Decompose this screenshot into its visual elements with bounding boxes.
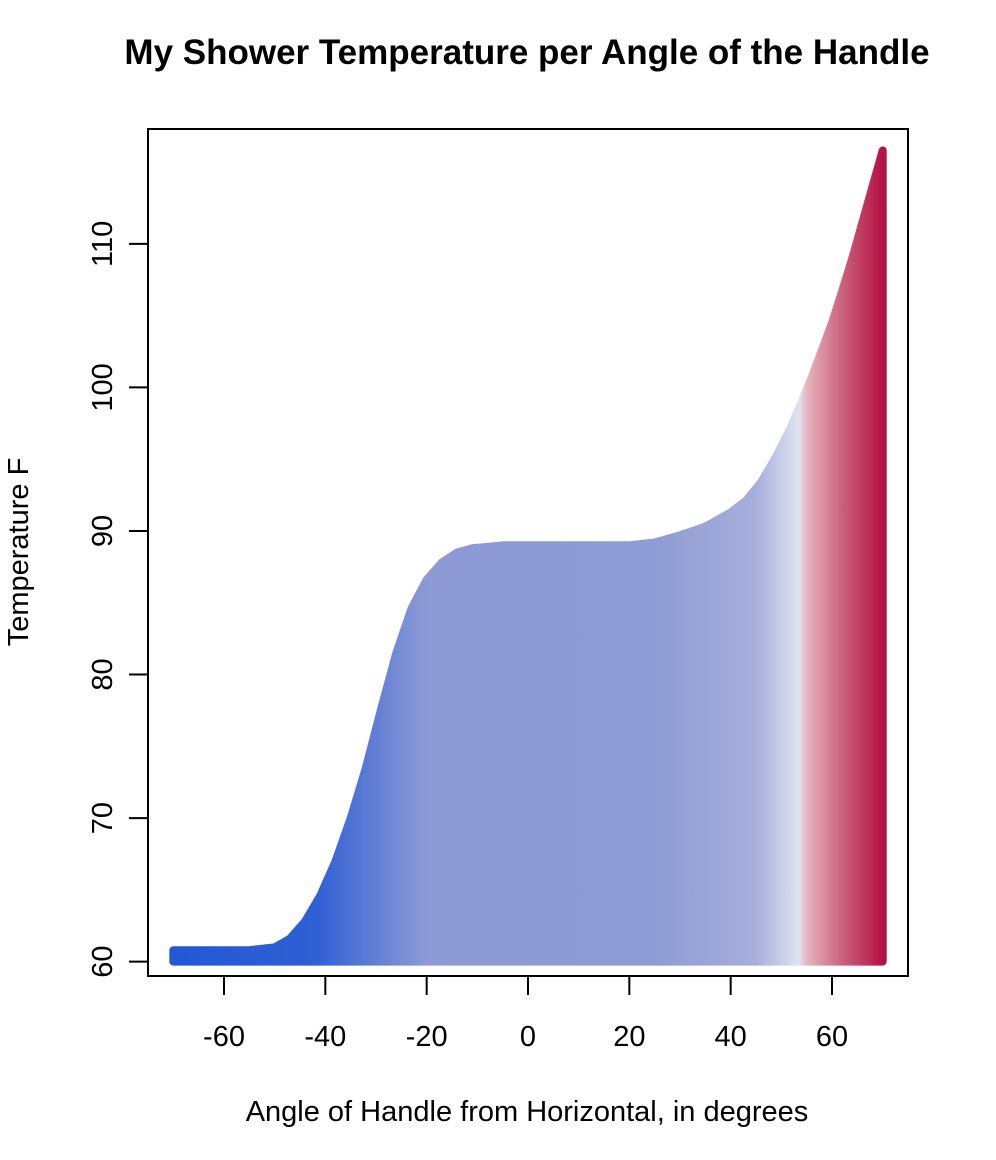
- x-tick-label: 60: [816, 1021, 848, 1053]
- y-tick-label: 80: [87, 658, 119, 690]
- y-tick-label: 70: [87, 802, 119, 834]
- x-axis-label: Angle of Handle from Horizontal, in degr…: [246, 1096, 809, 1128]
- y-axis-label: Temperature F: [3, 458, 35, 647]
- x-tick-label: -40: [304, 1021, 346, 1053]
- y-tick-label: 60: [87, 946, 119, 978]
- temperature-area: [173, 150, 883, 962]
- chart-title: My Shower Temperature per Angle of the H…: [124, 33, 929, 72]
- x-axis: -60 -40 -20 0 20 40 60: [203, 975, 848, 1053]
- y-tick-label: 100: [87, 363, 119, 411]
- x-tick-label: 40: [715, 1021, 747, 1053]
- y-axis: 60 70 80 90 100 110: [87, 221, 149, 978]
- x-tick-label: 0: [520, 1021, 536, 1053]
- y-tick-label: 110: [87, 221, 119, 267]
- plot-area: [169, 146, 887, 966]
- y-tick-label: 90: [87, 515, 119, 547]
- temperature-curve: [169, 146, 887, 966]
- x-tick-label: -20: [406, 1021, 448, 1053]
- x-tick-label: -60: [203, 1021, 245, 1053]
- x-tick-label: 20: [613, 1021, 645, 1053]
